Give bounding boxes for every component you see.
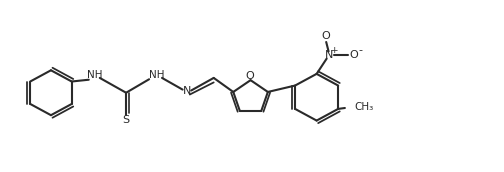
- Text: NH: NH: [87, 70, 102, 80]
- Text: -: -: [358, 46, 362, 56]
- Text: O: O: [322, 31, 331, 41]
- Text: CH₃: CH₃: [354, 102, 373, 112]
- Text: +: +: [330, 46, 338, 55]
- Text: O: O: [349, 50, 358, 60]
- Text: S: S: [122, 115, 130, 125]
- Text: N: N: [183, 86, 192, 96]
- Text: N: N: [325, 50, 333, 60]
- Text: NH: NH: [149, 70, 164, 80]
- Text: O: O: [245, 71, 254, 81]
